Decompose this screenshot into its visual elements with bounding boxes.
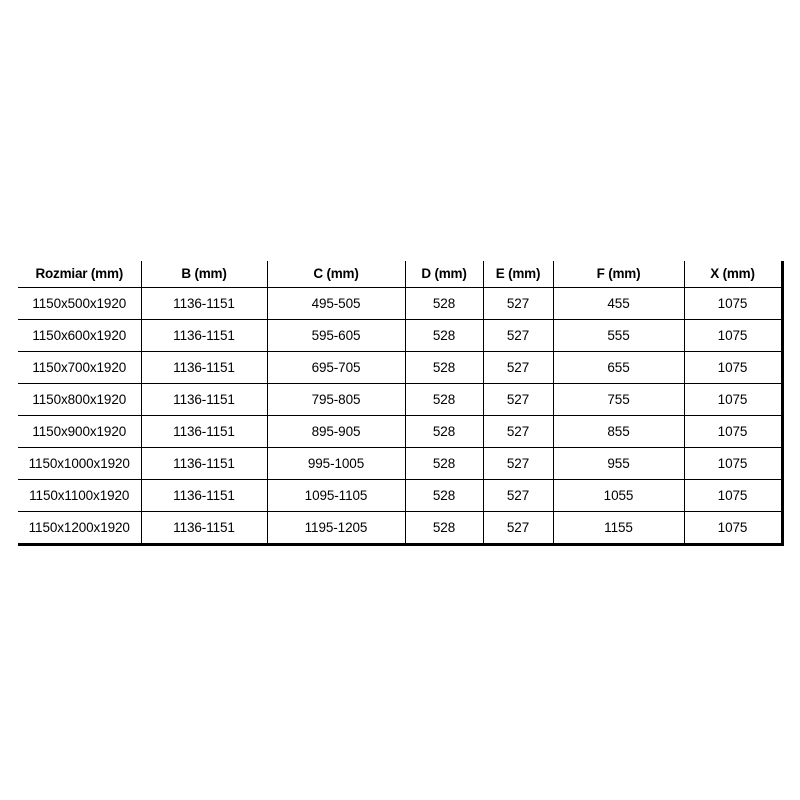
column-header-x: X (mm): [683, 261, 782, 288]
cell-d: 528: [404, 479, 483, 512]
cell-d: 528: [404, 319, 483, 352]
cell-rozmiar: 1150x1200x1920: [28, 520, 130, 535]
cell-x: 1075: [683, 511, 782, 545]
cell-b: 1136-1151: [140, 319, 267, 352]
cell-d: 528: [404, 287, 483, 320]
cell-c: 995-1005: [266, 447, 405, 480]
cell-c: 1095-1105: [266, 479, 405, 512]
cell-e: 527: [482, 479, 553, 512]
cell-x: 1075: [683, 383, 782, 416]
cell-x: 1075: [683, 479, 782, 512]
cell-rozmiar: 1150x600x1920: [18, 319, 141, 352]
cell-c: 795-805: [266, 383, 405, 416]
column-header-d: D (mm): [404, 261, 483, 288]
table-row: 1150x1000x1920 1136-1151 995-1005 528 527 955…: [18, 447, 782, 480]
cell-e: 527: [482, 319, 553, 352]
cell-c: 695-705: [266, 351, 405, 384]
cell-f: 855: [552, 415, 684, 448]
cell-f: 455: [552, 287, 684, 320]
cell-c: 895-905: [266, 415, 405, 448]
dimensions-table: Rozmiar (mm) B (mm) C (mm) D (mm) E (mm) F (m…: [18, 261, 784, 546]
cell-f: 1055: [552, 479, 684, 512]
table-header: Rozmiar (mm) B (mm) C (mm) D (mm) E (mm) F (m…: [18, 261, 782, 288]
column-header-rozmiar: Rozmiar (mm): [18, 261, 141, 288]
cell-e: 527: [482, 415, 553, 448]
cell-f: 655: [552, 351, 684, 384]
cell-x: 1075: [683, 287, 782, 320]
column-header-c: C (mm): [266, 261, 405, 288]
column-header-f: F (mm): [552, 261, 684, 288]
cell-c: 495-505: [266, 287, 405, 320]
table-row: 1150x600x1920 1136-1151 595-605 528 527 555 10…: [18, 319, 782, 352]
cell-b: 1136-1151: [140, 447, 267, 480]
cell-f: 955: [552, 447, 684, 480]
cell-d: 528: [404, 415, 483, 448]
cell-b: 1136-1151: [140, 351, 267, 384]
table-body: 1150x500x1920 1136-1151 495-505 528 527 455 10…: [18, 287, 782, 545]
table-row: 1150x800x1920 1136-1151 795-805 528 527 755 10…: [18, 383, 782, 416]
cell-e: 527: [482, 287, 553, 320]
cell-rozmiar: 1150x900x1920: [18, 415, 141, 448]
cell-e: 527: [482, 383, 553, 416]
column-header-e: E (mm): [482, 261, 553, 288]
cell-rozmiar: 1150x800x1920: [18, 383, 141, 416]
cell-f: 555: [552, 319, 684, 352]
cell-e: 527: [482, 351, 553, 384]
cell-c: 595-605: [266, 319, 405, 352]
cell-f: 1155: [552, 511, 684, 545]
cell-b: 1136-1151: [140, 287, 267, 320]
cell-rozmiar: 1150x700x1920: [18, 351, 141, 384]
table-row: 1150x1100x1920 1136-1151 1095-1105 528 527 10…: [18, 479, 782, 512]
cell-rozmiar: 1150x1100x1920: [18, 479, 141, 512]
cell-b: 1136-1151: [140, 479, 267, 512]
cell-rozmiar: 1150x500x1920: [18, 287, 141, 320]
cell-b: 1136-1151: [140, 383, 267, 416]
cell-d: 528: [404, 383, 483, 416]
cell-c: 1195-1205: [266, 511, 405, 545]
cell-x: 1075: [683, 351, 782, 384]
table-row: 1150x500x1920 1136-1151 495-505 528 527 455 10…: [18, 287, 782, 320]
column-header-b: B (mm): [140, 261, 267, 288]
cell-x: 1075: [683, 447, 782, 480]
cell-d: 528: [404, 447, 483, 480]
cell-e: 527: [482, 511, 553, 545]
cell-d: 528: [404, 351, 483, 384]
table-row: 1150x700x1920 1136-1151 695-705 528 527 655 10…: [18, 351, 782, 384]
table-header-row: Rozmiar (mm) B (mm) C (mm) D (mm) E (mm) F (m…: [18, 261, 782, 288]
cell-f: 755: [552, 383, 684, 416]
cell-x: 1075: [683, 319, 782, 352]
cell-d: 528: [404, 511, 483, 545]
cell-b: 1136-1151: [140, 415, 267, 448]
specification-table-container: Rozmiar (mm) B (mm) C (mm) D (mm) E (mm) F (m…: [18, 261, 784, 546]
cell-b: 1136-1151: [140, 511, 267, 545]
cell-rozmiar: 1150x1000x1920: [18, 447, 141, 480]
table-row: 1150x900x1920 1136-1151 895-905 528 527 855 10…: [18, 415, 782, 448]
cell-e: 527: [482, 447, 553, 480]
table-row: 1150x1200x1920 1136-1151 1195-1205 528 527 11…: [18, 511, 782, 545]
cell-x: 1075: [683, 415, 782, 448]
